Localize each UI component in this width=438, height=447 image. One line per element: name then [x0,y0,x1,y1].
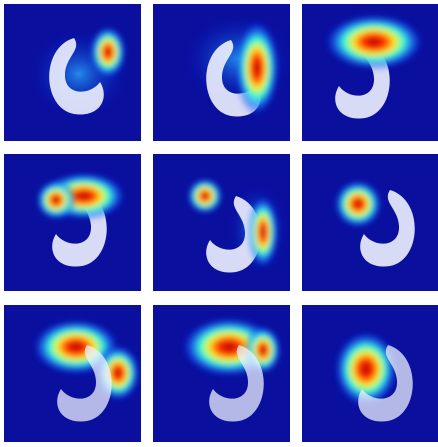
panel [4,154,141,291]
panel [4,305,141,442]
panel [4,4,141,141]
panel [153,305,290,442]
panel [302,4,438,141]
panel [302,305,438,442]
panel [153,154,290,291]
panel [153,4,290,141]
panel [302,154,438,291]
